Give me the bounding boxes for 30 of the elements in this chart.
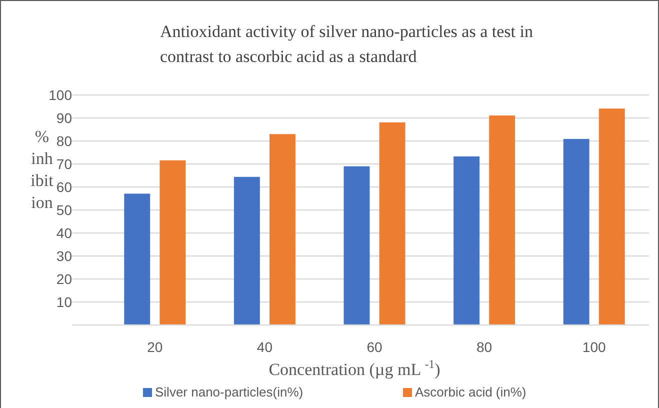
x-tick-label: 100 (582, 339, 606, 355)
x-tick-label: 80 (476, 339, 492, 355)
bar (598, 108, 625, 325)
bar (489, 115, 516, 325)
bar (344, 166, 370, 325)
y-tick-label: 20 (56, 270, 72, 287)
chart-title: Antioxidant activity of silver nano-particles as a test in contrast to ascorbic acid as a standard (160, 22, 534, 66)
y-tick-label: 70 (56, 156, 72, 172)
x-tick-label: 60 (366, 339, 382, 355)
y-tick-label: 40 (56, 224, 72, 241)
y-axis-title: % inhibition (30, 127, 54, 212)
legend-label: Silver nano-particles(in%) (155, 384, 304, 400)
legend-label: Ascorbic acid (in%) (415, 384, 526, 400)
y-tick-label: 50 (56, 202, 72, 218)
bar (160, 160, 186, 325)
y-tick-label: 30 (56, 248, 72, 264)
bar (454, 156, 480, 325)
bar (563, 138, 590, 325)
bar (234, 176, 260, 325)
bar (124, 194, 150, 325)
y-tick-label: 90 (56, 110, 72, 126)
bar (379, 122, 406, 325)
y-tick-label: 100 (48, 86, 72, 103)
x-tick-label: 40 (256, 339, 273, 355)
x-axis-title: Concentration (µg mL $^{-1}$) (268, 357, 440, 379)
y-tick-label: 10 (56, 294, 72, 310)
bar (270, 134, 296, 325)
x-tick-label: 20 (147, 339, 163, 355)
y-tick-label: 80 (56, 132, 72, 149)
y-tick-label: 60 (56, 178, 72, 195)
